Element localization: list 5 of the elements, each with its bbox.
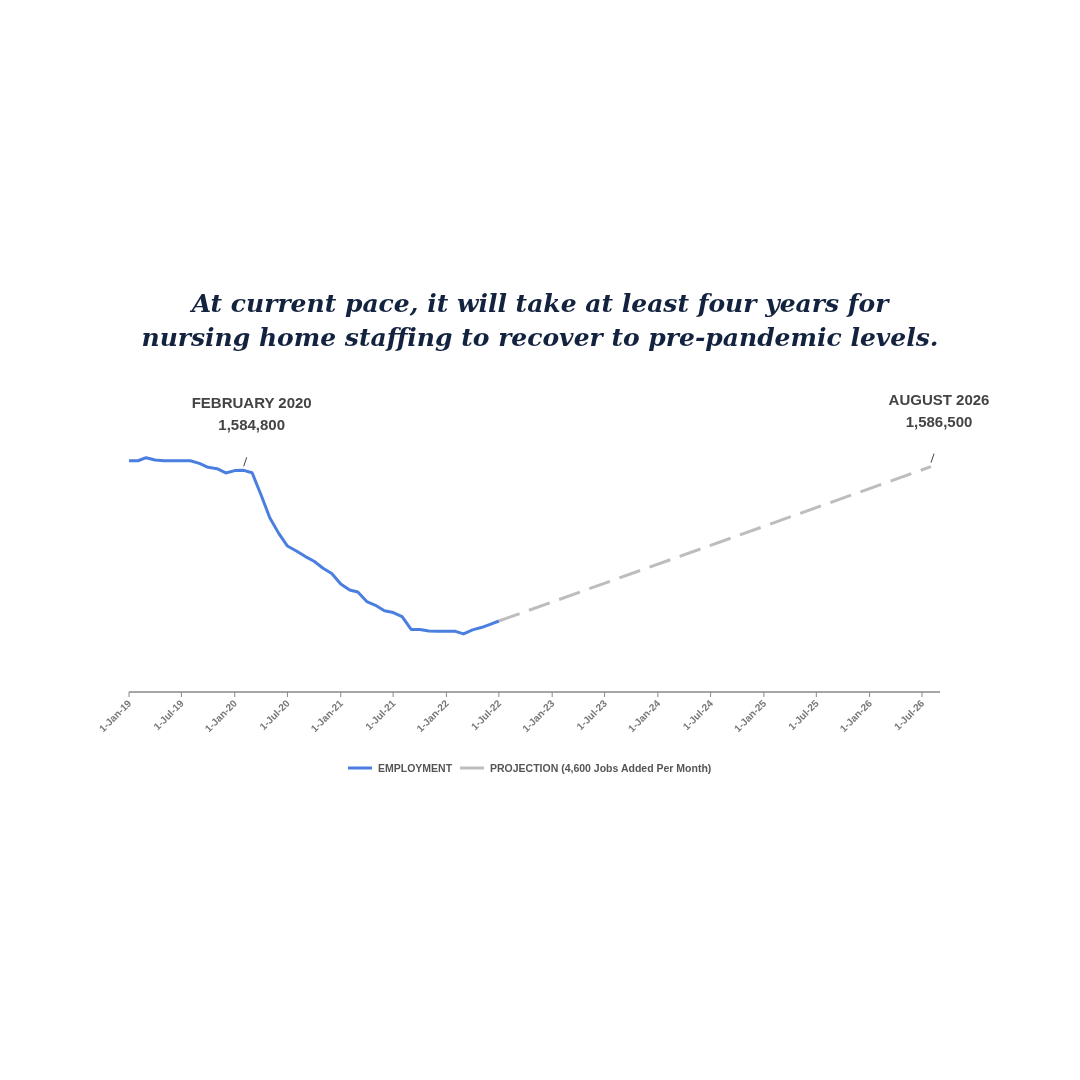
- annotation: FEBRUARY 2020 1,584,800: [191, 394, 312, 434]
- legend-label: PROJECTION (4,600 Jobs Added Per Month): [490, 762, 712, 774]
- legend-label: EMPLOYMENT: [378, 762, 453, 774]
- chart-title: At current pace, it will take at least four years for nursing home staffing to recover to pre-pandemic levels.: [141, 289, 939, 352]
- annotation: AUGUST 2026 1,586,500: [888, 390, 990, 430]
